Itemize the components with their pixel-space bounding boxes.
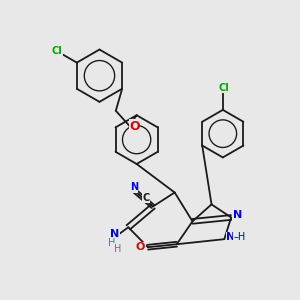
Text: –H: –H [234,232,246,242]
Text: N: N [130,182,138,192]
Text: N: N [233,210,242,220]
Text: C: C [142,193,149,203]
Text: N: N [226,232,236,242]
Text: Cl: Cl [52,46,63,56]
Text: H: H [114,244,121,254]
Text: Cl: Cl [218,83,229,93]
Text: O: O [136,242,145,252]
Text: H: H [108,238,115,248]
Text: N: N [110,229,119,239]
Text: O: O [129,120,140,133]
